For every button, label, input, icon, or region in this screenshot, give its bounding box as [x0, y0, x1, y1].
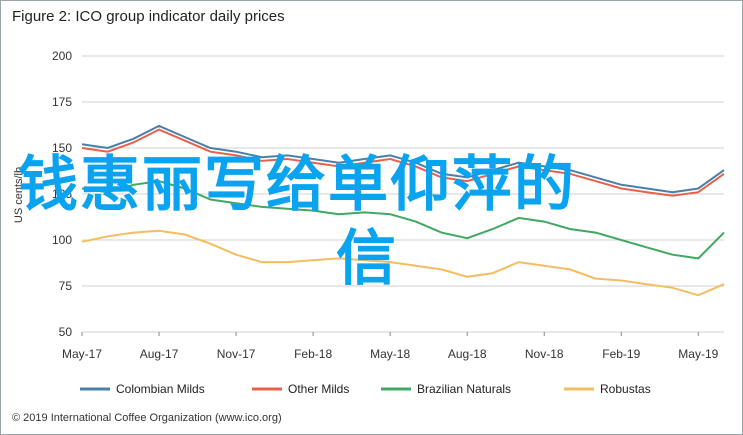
x-tick-label: Aug-17: [140, 347, 179, 361]
series-line-other-milds: [81, 128, 725, 197]
x-tick-label: Nov-18: [525, 347, 564, 361]
x-tick-label: Aug-18: [448, 347, 487, 361]
legend-label: Robustas: [600, 382, 651, 396]
x-tick-label: Feb-18: [294, 347, 332, 361]
y-tick-label: 150: [52, 141, 72, 155]
copyright-footer: © 2019 International Coffee Organization…: [12, 412, 282, 424]
x-tick-label: May-18: [370, 347, 410, 361]
y-tick-label: 50: [59, 325, 73, 339]
x-tick-label: May-17: [62, 347, 102, 361]
y-tick-label: 200: [52, 49, 72, 63]
y-axis-label: US cents/lb: [13, 167, 25, 223]
y-tick-label: 75: [59, 279, 73, 293]
x-tick-label: Nov-17: [217, 347, 256, 361]
legend-label: Colombian Milds: [116, 382, 205, 396]
chart-title: Figure 2: ICO group indicator daily pric…: [12, 8, 285, 25]
series-line-robustas: [81, 229, 725, 297]
legend-label: Other Milds: [288, 382, 349, 396]
legend-label: Brazilian Naturals: [417, 382, 511, 396]
y-tick-label: 100: [52, 233, 72, 247]
x-tick-label: May-19: [678, 347, 718, 361]
x-tick-label: Feb-19: [602, 347, 640, 361]
y-tick-label: 175: [52, 95, 72, 109]
series-line-brazilian-naturals: [81, 180, 725, 260]
series-line-colombian-milds: [81, 124, 725, 194]
y-tick-label: 125: [52, 187, 72, 201]
